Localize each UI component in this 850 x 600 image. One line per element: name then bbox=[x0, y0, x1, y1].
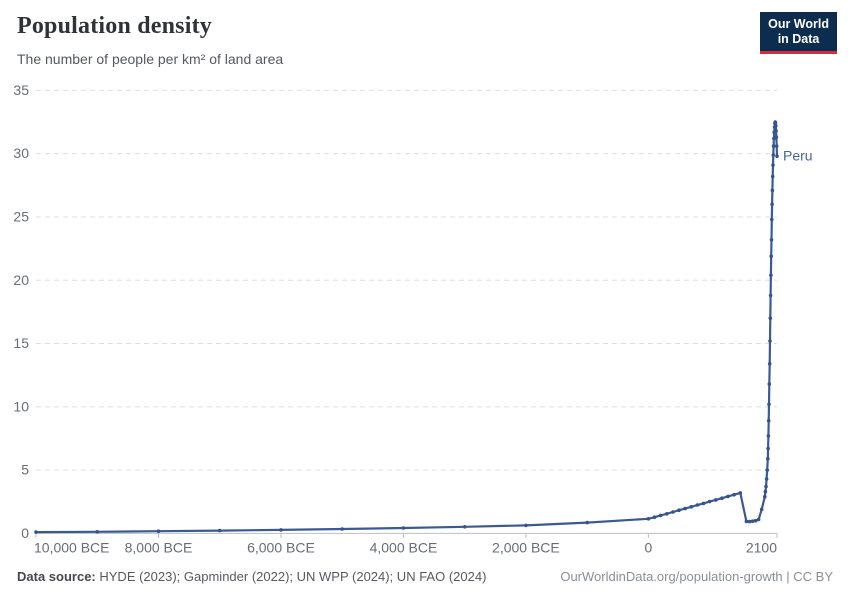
data-point-marker[interactable] bbox=[768, 293, 773, 298]
data-point-marker[interactable] bbox=[689, 505, 694, 509]
data-point-marker[interactable] bbox=[767, 362, 772, 366]
y-axis-tick-label: 20 bbox=[13, 272, 29, 288]
data-point-marker[interactable] bbox=[707, 499, 712, 504]
citation-link[interactable]: OurWorldinData.org/population-growth | C… bbox=[560, 569, 833, 584]
x-axis-tick-label: 8,000 BCE bbox=[125, 539, 193, 555]
y-axis-tick-label: 30 bbox=[13, 145, 29, 161]
data-point-marker[interactable] bbox=[774, 144, 779, 148]
data-point-marker[interactable] bbox=[763, 494, 767, 499]
data-point-marker[interactable] bbox=[665, 512, 669, 516]
data-point-marker[interactable] bbox=[683, 506, 687, 511]
data-point-marker[interactable] bbox=[34, 530, 38, 534]
page-title: Population density bbox=[17, 13, 212, 39]
data-point-marker[interactable] bbox=[769, 238, 774, 242]
data-point-marker[interactable] bbox=[767, 402, 771, 407]
data-point-marker[interactable] bbox=[764, 484, 768, 489]
data-point-marker[interactable] bbox=[732, 492, 736, 497]
data-point-marker[interactable] bbox=[770, 188, 775, 193]
x-axis-tick-label: 10,000 BCE bbox=[34, 539, 110, 555]
x-axis-tick-label: 2100 bbox=[746, 539, 777, 555]
data-point-marker[interactable] bbox=[401, 526, 406, 530]
data-point-marker[interactable] bbox=[747, 519, 752, 524]
data-point-marker[interactable] bbox=[768, 339, 772, 343]
data-point-marker[interactable] bbox=[766, 456, 770, 461]
data-point-marker[interactable] bbox=[770, 174, 775, 179]
data-point-marker[interactable] bbox=[774, 135, 779, 139]
data-point-marker[interactable] bbox=[652, 515, 657, 519]
data-point-marker[interactable] bbox=[646, 517, 651, 521]
data-point-marker[interactable] bbox=[770, 202, 774, 207]
owid-logo-line2: in Data bbox=[777, 32, 820, 46]
data-point-marker[interactable] bbox=[462, 525, 467, 529]
data-point-marker[interactable] bbox=[738, 491, 743, 495]
data-point-marker[interactable] bbox=[763, 489, 768, 494]
data-point-marker[interactable] bbox=[671, 510, 675, 514]
data-point-marker[interactable] bbox=[766, 434, 771, 438]
data-point-marker[interactable] bbox=[658, 513, 663, 518]
data-point-marker[interactable] bbox=[773, 120, 778, 125]
data-point-marker[interactable] bbox=[765, 468, 769, 472]
data-point-marker[interactable] bbox=[764, 477, 769, 481]
data-point-marker[interactable] bbox=[771, 144, 776, 148]
y-axis-tick-label: 25 bbox=[13, 208, 29, 224]
x-axis-tick-label: 2,000 BCE bbox=[492, 539, 560, 555]
y-axis-tick-label: 10 bbox=[13, 398, 29, 414]
x-axis-tick-label: 6,000 BCE bbox=[247, 539, 315, 555]
data-point-marker[interactable] bbox=[95, 530, 99, 534]
data-point-marker[interactable] bbox=[775, 154, 779, 158]
data-point-marker[interactable] bbox=[769, 273, 773, 278]
data-point-marker[interactable] bbox=[769, 254, 773, 258]
data-point-marker[interactable] bbox=[744, 519, 749, 524]
y-axis-tick-label: 35 bbox=[13, 82, 29, 98]
data-point-marker[interactable] bbox=[767, 382, 772, 386]
data-point-marker[interactable] bbox=[750, 519, 755, 523]
data-point-marker[interactable] bbox=[774, 129, 778, 133]
data-point-marker[interactable] bbox=[756, 517, 761, 522]
x-axis-tick-label: 0 bbox=[644, 539, 652, 555]
owid-logo[interactable]: Our World in Data bbox=[760, 12, 837, 54]
y-axis-tick-label: 0 bbox=[21, 525, 29, 541]
data-point-marker[interactable] bbox=[156, 529, 161, 533]
data-point-marker[interactable] bbox=[695, 503, 700, 507]
data-point-marker[interactable] bbox=[585, 520, 589, 525]
data-point-marker[interactable] bbox=[217, 528, 222, 533]
data-point-marker[interactable] bbox=[714, 498, 718, 502]
data-point-marker[interactable] bbox=[771, 153, 776, 157]
data-point-marker[interactable] bbox=[701, 501, 706, 506]
data-point-marker[interactable] bbox=[720, 496, 724, 501]
data-point-marker[interactable] bbox=[726, 494, 730, 499]
data-point-marker[interactable] bbox=[768, 316, 773, 321]
data-point-marker[interactable] bbox=[524, 523, 528, 528]
data-point-marker[interactable] bbox=[766, 446, 770, 451]
data-source-note: Data source: HYDE (2023); Gapminder (202… bbox=[17, 569, 486, 584]
data-point-marker[interactable] bbox=[340, 527, 345, 531]
y-axis-tick-label: 5 bbox=[21, 462, 29, 478]
data-source-text: HYDE (2023); Gapminder (2022); UN WPP (2… bbox=[99, 569, 487, 584]
data-point-marker[interactable] bbox=[279, 528, 283, 532]
x-axis-tick-label: 4,000 BCE bbox=[370, 539, 438, 555]
data-point-marker[interactable] bbox=[759, 507, 764, 512]
data-point-marker[interactable] bbox=[753, 518, 758, 523]
data-point-marker[interactable] bbox=[766, 419, 771, 423]
chart-footer: Data source: HYDE (2023); Gapminder (202… bbox=[17, 569, 833, 584]
owid-logo-line1: Our World bbox=[768, 17, 829, 31]
data-point-marker[interactable] bbox=[774, 124, 778, 128]
page-subtitle: The number of people per km² of land are… bbox=[17, 51, 284, 67]
data-point-marker[interactable] bbox=[770, 217, 774, 222]
data-point-marker[interactable] bbox=[677, 508, 681, 512]
data-source-label: Data source: bbox=[17, 569, 96, 584]
data-point-marker[interactable] bbox=[771, 163, 775, 167]
entity-label-peru[interactable]: Peru bbox=[783, 148, 813, 164]
y-axis-tick-label: 15 bbox=[13, 335, 29, 351]
